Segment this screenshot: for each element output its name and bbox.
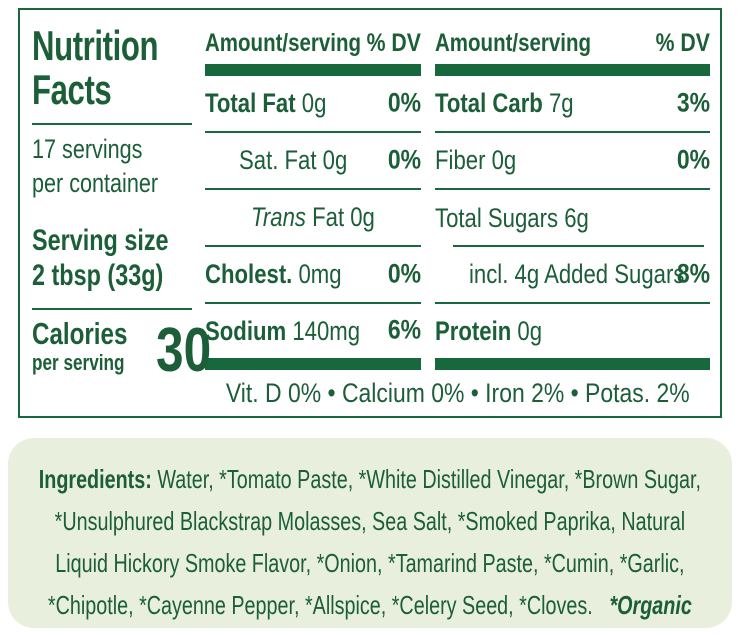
thick-rule: [205, 358, 421, 370]
calories-block: Calories per serving 30: [32, 315, 212, 381]
ingredients-list: Water, *Tomato Paste, *White Distilled V…: [48, 464, 702, 621]
ingredients-panel: Ingredients: Water, *Tomato Paste, *Whit…: [8, 438, 732, 628]
calories-sublabel: per serving: [32, 350, 125, 376]
nutrient-label: Cholest. 0mg: [205, 259, 342, 289]
nutrient-row-sodium: Sodium 140mg 6%: [205, 304, 421, 358]
serving-size: Serving size 2 tbsp (33g): [32, 223, 200, 294]
nutrient-label: Total Carb 7g: [435, 88, 574, 118]
calories-labels: Calories per serving: [32, 315, 154, 377]
daily-value: 0%: [387, 143, 421, 174]
divider: [32, 123, 192, 126]
divider: [32, 307, 192, 310]
nutrient-label: Protein 0g: [435, 315, 543, 346]
nutrient-row-sat-fat: Sat. Fat 0g 0%: [205, 133, 421, 190]
facts-summary-column: Nutrition Facts 17 servings per container…: [32, 10, 212, 416]
servings-line-2: per container: [32, 168, 159, 199]
serving-size-label: Serving size: [32, 223, 169, 257]
nutrient-label: Trans Fat 0g: [251, 202, 375, 232]
micronutrients-row: Vit. D 0% • Calcium 0% • Iron 2% • Potas…: [205, 370, 710, 416]
calories-label: Calories: [32, 315, 128, 351]
micronutrients-text: Vit. D 0% • Calcium 0% • Iron 2% • Potas…: [225, 377, 690, 408]
daily-value: 0%: [387, 86, 421, 117]
column-header: Amount/serving % DV: [435, 22, 710, 64]
thick-rule: [435, 358, 710, 370]
nutrient-label: Sat. Fat 0g: [239, 145, 348, 175]
amount-per-serving-header: Amount/serving: [435, 29, 592, 57]
column-gap: [421, 10, 435, 370]
daily-value: 0%: [676, 143, 710, 174]
nutrient-row-cholesterol: Cholest. 0mg 0%: [205, 247, 421, 304]
panel-title: Nutrition Facts: [32, 22, 159, 113]
thick-rule: [435, 64, 710, 76]
daily-value: 0%: [387, 257, 421, 288]
thick-rule: [205, 64, 421, 76]
carb-column: Amount/serving % DV Total Carb 7g 3% Fiber…: [435, 10, 710, 370]
nutrient-row-added-sugars: incl. 4g Added Sugars 8%: [435, 247, 710, 304]
daily-value: 3%: [676, 86, 710, 117]
nutrient-row-total-sugars: Total Sugars 6g: [435, 190, 710, 247]
amount-per-serving-header: Amount/serving: [205, 29, 362, 57]
serving-size-value: 2 tbsp (33g): [32, 259, 164, 293]
percent-dv-header: % DV: [655, 29, 710, 57]
percent-dv-header: % DV: [366, 29, 421, 57]
nutrient-row-trans-fat: Trans Fat 0g: [205, 190, 421, 247]
daily-value: 8%: [676, 257, 710, 288]
servings-per-container: 17 servings per container: [32, 133, 200, 201]
nutrient-row-total-fat: Total Fat 0g 0%: [205, 76, 421, 133]
nutrient-row-total-carb: Total Carb 7g 3%: [435, 76, 710, 133]
servings-line-1: 17 servings: [32, 134, 143, 165]
nutrient-label: Total Sugars 6g: [435, 203, 589, 233]
nutrient-label: Fiber 0g: [435, 145, 517, 175]
ingredients-text: Ingredients: Water, *Tomato Paste, *Whit…: [35, 458, 705, 626]
calories-value: 30: [156, 315, 212, 385]
nutrient-label: Sodium 140mg: [205, 315, 361, 346]
ingredients-label: Ingredients:: [38, 464, 152, 494]
organic-note: *Organic: [609, 590, 692, 621]
nutrient-label: incl. 4g Added Sugars: [469, 259, 685, 289]
daily-value: 6%: [387, 314, 421, 345]
nutrient-row-fiber: Fiber 0g 0%: [435, 133, 710, 190]
nutrient-row-protein: Protein 0g: [435, 304, 710, 358]
fat-column: Amount/serving% DV Total Fat 0g 0% Sat. F…: [205, 10, 421, 370]
nutrition-facts-panel: Nutrition Facts 17 servings per container…: [18, 8, 722, 418]
nutrient-label: Total Fat 0g: [205, 88, 327, 118]
column-header: Amount/serving% DV: [205, 22, 421, 64]
